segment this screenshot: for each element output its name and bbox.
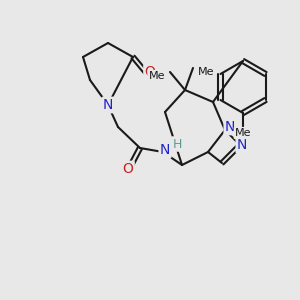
- Text: O: O: [145, 65, 155, 79]
- Text: H: H: [172, 137, 182, 151]
- Text: N: N: [237, 138, 247, 152]
- Text: N: N: [160, 143, 170, 157]
- Text: Me: Me: [148, 71, 165, 81]
- Text: O: O: [123, 162, 134, 176]
- Text: N: N: [225, 120, 235, 134]
- Text: Me: Me: [235, 128, 251, 138]
- Text: N: N: [103, 98, 113, 112]
- Text: Me: Me: [198, 67, 214, 77]
